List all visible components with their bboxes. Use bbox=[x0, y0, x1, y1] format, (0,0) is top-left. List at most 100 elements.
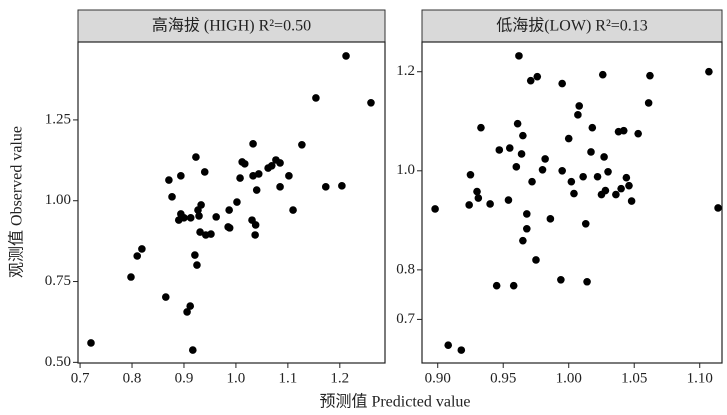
point bbox=[533, 72, 542, 81]
y-tick-label: 1.0 bbox=[396, 162, 415, 178]
point bbox=[195, 212, 203, 220]
point bbox=[612, 190, 620, 199]
point bbox=[474, 194, 483, 202]
point bbox=[367, 98, 375, 107]
point bbox=[233, 198, 241, 206]
point bbox=[574, 111, 582, 119]
point bbox=[186, 302, 195, 310]
point bbox=[526, 76, 535, 85]
x-tick-label: 0.9 bbox=[175, 370, 194, 386]
point bbox=[600, 153, 608, 161]
strip bbox=[421, 9, 723, 43]
point bbox=[196, 228, 204, 236]
point bbox=[444, 341, 453, 349]
point bbox=[191, 251, 199, 259]
point bbox=[546, 215, 555, 223]
point bbox=[285, 172, 293, 180]
point bbox=[625, 181, 633, 190]
point bbox=[457, 346, 466, 354]
point bbox=[505, 144, 514, 152]
point bbox=[249, 140, 257, 148]
x-tick-label: 1.0 bbox=[227, 370, 246, 386]
point bbox=[186, 214, 195, 222]
point bbox=[249, 172, 257, 180]
plot-frame bbox=[421, 41, 723, 364]
x-tick-label: 1.1 bbox=[278, 370, 297, 386]
point bbox=[495, 146, 504, 154]
point bbox=[183, 308, 191, 316]
point bbox=[604, 167, 612, 176]
point bbox=[168, 193, 176, 201]
y-tick-label: 1.2 bbox=[396, 63, 415, 79]
x-tick-label: 1.2 bbox=[330, 370, 349, 386]
y-tick-label: 1.00 bbox=[45, 192, 71, 208]
point bbox=[634, 129, 642, 138]
point bbox=[465, 201, 473, 209]
x-tick-label: 0.95 bbox=[490, 370, 516, 386]
point bbox=[593, 172, 602, 181]
point bbox=[579, 172, 587, 181]
point bbox=[225, 206, 233, 214]
point bbox=[225, 224, 234, 232]
point bbox=[532, 256, 540, 264]
point bbox=[714, 204, 722, 212]
point bbox=[477, 123, 485, 132]
point bbox=[617, 184, 625, 193]
point bbox=[570, 189, 578, 198]
point bbox=[541, 155, 549, 163]
point bbox=[564, 134, 573, 143]
x-tick-label: 1.00 bbox=[556, 370, 582, 386]
point bbox=[513, 119, 522, 128]
point bbox=[193, 261, 201, 269]
point bbox=[197, 201, 205, 209]
point bbox=[619, 126, 628, 135]
panel-title: 高海拔 (HIGH) R²=0.50 bbox=[152, 17, 311, 35]
x-tick-label: 0.8 bbox=[123, 370, 142, 386]
point bbox=[504, 196, 513, 204]
point bbox=[598, 70, 607, 79]
point bbox=[575, 102, 584, 110]
point bbox=[207, 230, 215, 238]
point bbox=[133, 252, 142, 260]
y-tick-label: 0.50 bbox=[45, 354, 71, 370]
plot-frame bbox=[77, 41, 386, 364]
point bbox=[192, 153, 200, 161]
point bbox=[431, 205, 439, 213]
point bbox=[622, 173, 631, 182]
point bbox=[509, 281, 518, 290]
point bbox=[473, 187, 481, 196]
point bbox=[528, 177, 536, 186]
point bbox=[289, 206, 297, 214]
y-tick-label: 0.75 bbox=[45, 273, 71, 289]
point bbox=[581, 220, 590, 228]
point bbox=[338, 182, 346, 190]
point bbox=[587, 148, 595, 156]
point bbox=[276, 159, 284, 167]
point bbox=[189, 346, 197, 354]
x-tick-label: 0.90 bbox=[425, 370, 451, 386]
point bbox=[583, 277, 591, 286]
x-tick-label: 1.10 bbox=[687, 370, 713, 386]
point bbox=[466, 170, 475, 179]
point bbox=[567, 177, 576, 186]
point bbox=[267, 162, 276, 170]
point bbox=[251, 231, 259, 239]
panel-title: 低海拔(LOW) R²=0.13 bbox=[496, 17, 648, 35]
point bbox=[523, 210, 531, 218]
point bbox=[180, 214, 188, 222]
point bbox=[236, 174, 244, 182]
point bbox=[512, 163, 521, 171]
point bbox=[523, 224, 531, 233]
y-tick-label: 0.7 bbox=[396, 311, 415, 327]
point bbox=[705, 67, 713, 76]
point bbox=[87, 339, 95, 347]
x-axis-label: 预测值 Predicted value bbox=[319, 393, 470, 411]
point bbox=[240, 160, 249, 168]
point bbox=[486, 200, 494, 208]
point bbox=[138, 245, 146, 253]
point bbox=[254, 170, 263, 178]
point bbox=[646, 71, 654, 80]
point bbox=[601, 186, 610, 195]
point bbox=[588, 123, 597, 132]
